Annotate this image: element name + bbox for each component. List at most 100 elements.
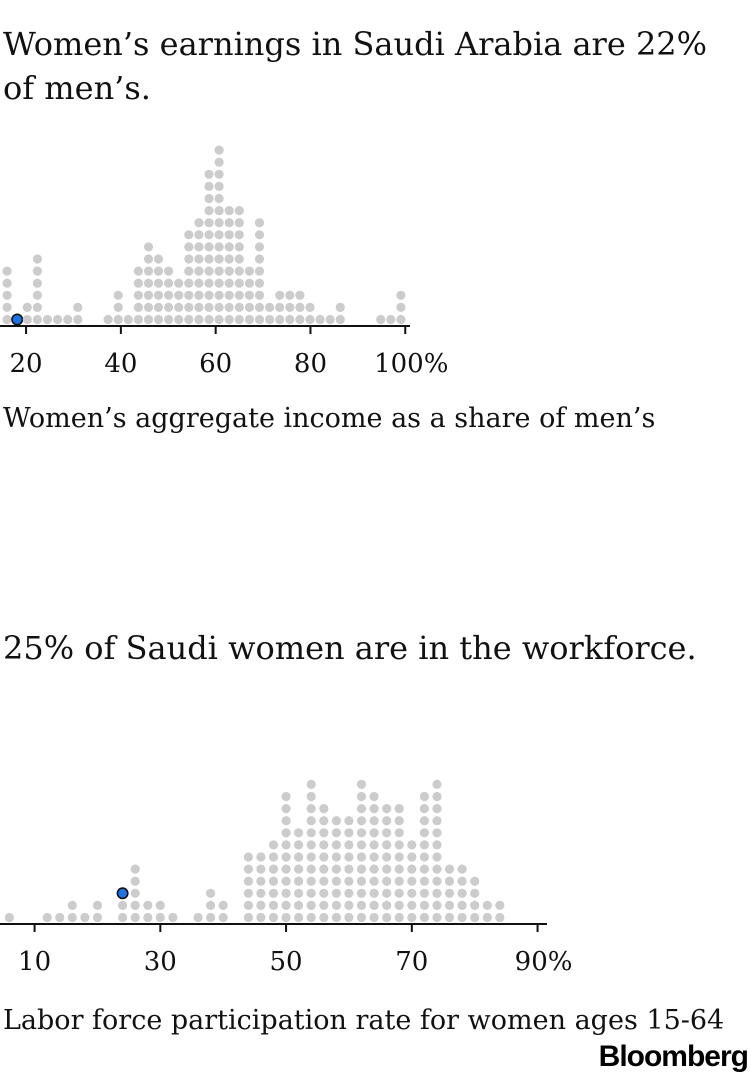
data-dot xyxy=(32,302,43,312)
data-dot xyxy=(294,864,304,874)
data-dot xyxy=(143,290,154,300)
data-dot xyxy=(130,900,140,910)
data-dot xyxy=(243,876,253,886)
data-dot xyxy=(67,900,77,910)
data-dot xyxy=(214,157,224,167)
data-dot xyxy=(419,864,429,874)
data-dot xyxy=(432,912,442,923)
data-dot xyxy=(394,852,404,862)
data-dot xyxy=(306,804,316,814)
data-dot xyxy=(244,278,254,288)
data-dot xyxy=(319,876,329,886)
data-dot xyxy=(457,912,467,923)
data-dot xyxy=(143,266,154,276)
data-dot xyxy=(194,290,204,300)
data-dot xyxy=(482,912,492,923)
data-dot xyxy=(254,266,265,276)
data-dot xyxy=(204,169,214,179)
data-dot xyxy=(419,912,429,923)
data-dot xyxy=(243,864,253,874)
data-dot xyxy=(382,816,392,826)
data-dot xyxy=(92,912,103,923)
data-dot xyxy=(204,266,214,276)
data-dot xyxy=(174,314,184,325)
data-dot xyxy=(344,876,354,886)
data-dot xyxy=(130,912,140,923)
data-dot xyxy=(495,912,505,923)
data-dot xyxy=(432,779,442,789)
data-dot xyxy=(73,314,83,325)
data-dot xyxy=(432,804,442,814)
data-dot xyxy=(356,791,367,802)
data-dot xyxy=(53,314,63,325)
data-dot xyxy=(419,804,429,814)
data-dot xyxy=(22,314,32,325)
data-dot xyxy=(281,804,291,814)
data-dot xyxy=(419,791,429,802)
data-dot xyxy=(432,900,442,910)
data-dot xyxy=(376,314,386,325)
data-dot xyxy=(285,314,295,325)
data-dot xyxy=(369,900,379,910)
data-dot xyxy=(234,278,244,288)
data-dot xyxy=(204,218,214,228)
data-dot xyxy=(356,779,367,789)
data-dot xyxy=(204,278,214,288)
data-dot xyxy=(224,218,234,228)
data-dot xyxy=(394,816,404,826)
data-dot xyxy=(214,266,224,276)
data-dot xyxy=(331,888,341,898)
data-dot xyxy=(419,900,429,910)
data-dot xyxy=(194,218,204,228)
data-dot xyxy=(244,314,254,325)
data-dot xyxy=(118,912,128,923)
data-dot xyxy=(306,791,316,802)
data-dot xyxy=(331,852,341,862)
data-dot xyxy=(214,218,224,228)
data-dot xyxy=(344,864,354,874)
data-dot xyxy=(254,290,265,300)
data-dot xyxy=(214,290,224,300)
data-dot xyxy=(306,864,316,874)
data-dot xyxy=(206,888,216,898)
data-dot xyxy=(331,828,341,838)
data-dot xyxy=(344,888,354,898)
data-dot xyxy=(432,888,442,898)
data-dot xyxy=(394,888,404,898)
data-dot xyxy=(356,900,367,910)
data-dot xyxy=(294,900,304,910)
data-dot xyxy=(306,900,316,910)
data-dot xyxy=(382,804,392,814)
data-dot xyxy=(369,876,379,886)
data-dot xyxy=(133,278,143,288)
data-dot xyxy=(369,864,379,874)
data-dot xyxy=(153,254,164,264)
data-dot xyxy=(164,302,174,312)
chart2-svg: 10 30 50 70 90% xyxy=(0,779,572,977)
data-dot xyxy=(184,230,194,240)
data-dot xyxy=(369,816,379,826)
data-dot xyxy=(482,900,492,910)
data-dot xyxy=(319,816,329,826)
data-dot xyxy=(281,852,291,862)
data-dot xyxy=(193,912,203,923)
data-dot xyxy=(295,302,305,312)
data-dot xyxy=(63,314,73,325)
data-dot xyxy=(419,852,429,862)
data-dot xyxy=(234,266,244,276)
data-dot xyxy=(214,278,224,288)
data-dot xyxy=(234,206,244,216)
data-dot xyxy=(143,242,154,252)
data-dot xyxy=(234,314,244,325)
data-dot xyxy=(396,314,406,325)
data-dot xyxy=(331,840,341,850)
data-dot xyxy=(224,266,234,276)
data-dot xyxy=(344,900,354,910)
data-dot xyxy=(256,900,266,910)
data-dot xyxy=(382,828,392,838)
data-dot xyxy=(204,242,214,252)
data-dot xyxy=(234,302,244,312)
data-dot xyxy=(268,864,279,874)
data-dot xyxy=(174,302,184,312)
bloomberg-logo: Bloomberg xyxy=(598,1040,749,1073)
